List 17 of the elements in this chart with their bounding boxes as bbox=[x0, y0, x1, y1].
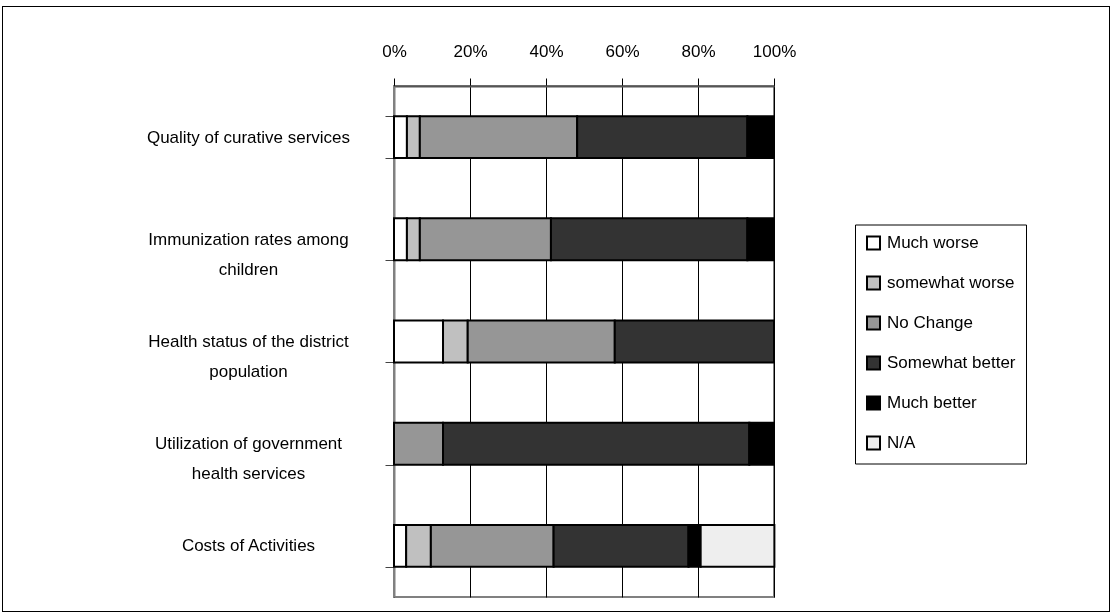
x-tick-label: 20% bbox=[453, 41, 488, 61]
legend-label: somewhat worse bbox=[887, 273, 1015, 292]
x-tick-label: 100% bbox=[752, 41, 797, 61]
legend-label: Somewhat better bbox=[887, 353, 1016, 372]
x-tick-label: 60% bbox=[605, 41, 640, 61]
x-tick-label: 80% bbox=[681, 41, 716, 61]
legend-label: N/A bbox=[887, 433, 916, 452]
x-tick-label: 0% bbox=[382, 41, 407, 61]
y-tick-label: Health status of the district population bbox=[148, 332, 349, 381]
y-tick-label: Immunization rates among children bbox=[148, 229, 349, 279]
x-tick-label: 40% bbox=[529, 41, 564, 61]
legend-label: No Change bbox=[887, 313, 974, 332]
legend-label: Much worse bbox=[887, 233, 979, 252]
legend-label: Much better bbox=[887, 393, 978, 412]
y-tick-label: Costs of Activities bbox=[181, 536, 316, 556]
y-tick-label: Utilization of government health services bbox=[154, 434, 343, 484]
y-tick-label: Quality of curative services bbox=[146, 127, 351, 147]
